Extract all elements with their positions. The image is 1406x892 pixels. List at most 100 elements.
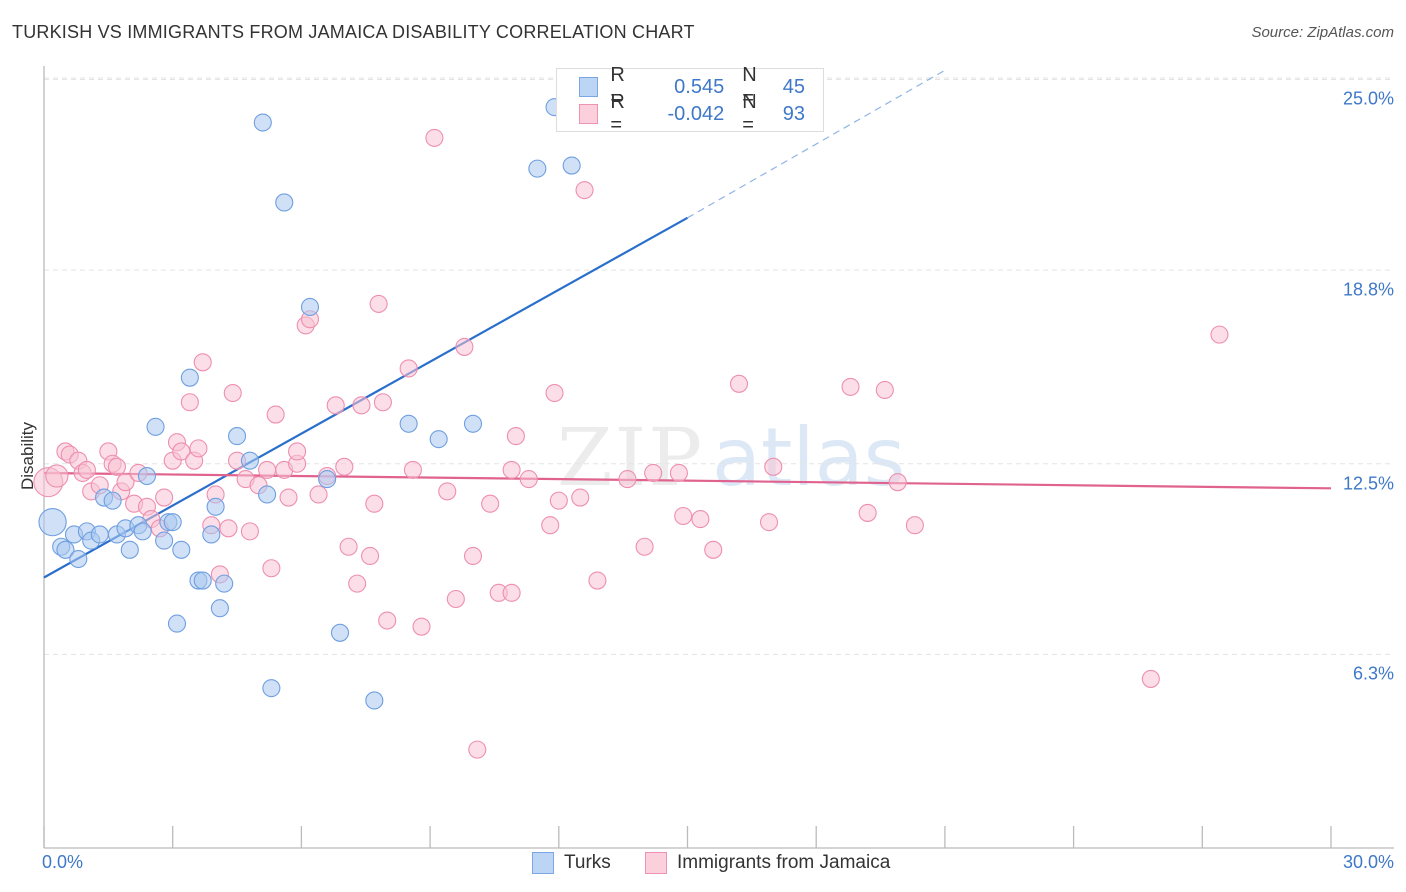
turks-legend-label: Turks	[564, 852, 611, 873]
turks-point	[399, 414, 418, 433]
turks-point	[562, 156, 581, 175]
jamaica-legend-label: Immigrants from Jamaica	[677, 852, 891, 873]
turks-point	[103, 491, 122, 510]
jamaica-point	[155, 488, 174, 507]
n-label: N =	[742, 64, 757, 109]
turks-point	[180, 368, 199, 387]
jamaica-point	[575, 181, 594, 200]
jamaica-point	[258, 460, 277, 479]
jamaica-point	[365, 494, 384, 513]
turks-point	[38, 507, 67, 537]
jamaica-point	[463, 546, 483, 566]
jamaica-point	[588, 571, 607, 590]
turks-point	[365, 691, 384, 710]
jamaica-point	[45, 464, 69, 488]
y-tick-label: 25.0%	[1342, 88, 1394, 109]
jamaica-point	[107, 457, 126, 476]
jamaica-point	[369, 294, 388, 313]
turks-point	[172, 540, 191, 559]
turks-point	[133, 522, 152, 541]
turks-point	[463, 414, 483, 433]
jamaica-point	[219, 519, 238, 538]
legend-item-jamaica[interactable]: Immigrants from Jamaica	[645, 852, 890, 874]
jamaica-point	[223, 383, 242, 403]
jamaica-point	[905, 516, 924, 535]
turks-point	[146, 417, 165, 436]
legend-item-turks[interactable]: Turks	[532, 852, 611, 874]
jamaica-point	[764, 457, 783, 476]
jamaica-point	[378, 611, 397, 630]
turks-point	[90, 525, 109, 544]
jamaica-point	[309, 485, 328, 504]
jamaica-point	[399, 359, 418, 378]
jamaica-point	[339, 537, 358, 556]
jamaica-point	[352, 396, 371, 415]
turks-point	[300, 297, 320, 317]
turks-point	[318, 470, 337, 489]
jamaica-point	[618, 470, 637, 489]
jamaica-point	[279, 488, 298, 507]
jamaica-point	[172, 442, 191, 461]
jamaica-point	[326, 396, 345, 415]
y-tick-label: 12.5%	[1342, 473, 1394, 494]
turks-point	[330, 623, 350, 642]
turks-point	[163, 513, 182, 532]
turks-swatch	[532, 852, 554, 874]
jamaica-point	[335, 457, 354, 476]
n-value: 45	[782, 75, 806, 98]
jamaica-point	[189, 439, 208, 458]
jamaica-point	[240, 522, 259, 541]
jamaica-trend-line	[43, 471, 1332, 490]
turks-point	[167, 614, 187, 633]
jamaica-point	[481, 494, 500, 513]
jamaica-point	[541, 516, 560, 535]
r-label: R =	[610, 64, 625, 109]
jamaica-point	[468, 740, 487, 759]
jamaica-point	[425, 128, 444, 147]
jamaica-point	[403, 460, 422, 479]
turks-point	[528, 159, 547, 178]
jamaica-point	[373, 393, 392, 412]
turks-point	[258, 485, 277, 504]
r-value: 0.545	[674, 75, 725, 98]
jamaica-point	[262, 559, 281, 578]
jamaica-point	[348, 574, 367, 593]
turks-point	[228, 427, 247, 446]
watermark-zip: ZIP	[557, 411, 704, 504]
correlation-legend: R = 0.545 N = 45 R = -0.042 N = 93	[556, 64, 824, 136]
jamaica-point	[545, 383, 564, 403]
jamaica-points	[33, 128, 1229, 759]
jamaica-point	[549, 491, 568, 510]
r-label: R =	[610, 91, 625, 136]
turks-point	[56, 540, 75, 559]
jamaica-point	[841, 377, 860, 396]
legend-row-turks: R = 0.545 N = 45	[579, 64, 823, 109]
jamaica-point	[519, 470, 538, 489]
jamaica-point	[360, 546, 380, 566]
jamaica-point	[1210, 325, 1229, 344]
y-tick-label: 18.8%	[1342, 279, 1394, 300]
jamaica-point	[266, 405, 285, 424]
jamaica-point	[759, 513, 779, 532]
turks-point	[202, 525, 221, 544]
turks-trend-extension	[687, 69, 946, 219]
source-label: Source: ZipAtlas.com	[1251, 24, 1394, 41]
jamaica-swatch	[645, 852, 667, 874]
jamaica-point	[691, 510, 710, 529]
turks-point	[155, 531, 174, 550]
jamaica-point	[446, 589, 465, 609]
turks-point	[240, 451, 259, 470]
watermark-atlas: atlas	[712, 411, 905, 504]
x-tick-label: 0.0%	[42, 852, 84, 872]
turks-point	[193, 571, 212, 590]
jamaica-point	[116, 473, 135, 492]
jamaica-swatch	[579, 104, 599, 124]
turks-point	[210, 599, 229, 618]
n-label: N =	[742, 91, 757, 136]
x-tick-label: 30.0%	[1342, 852, 1394, 872]
jamaica-point	[288, 442, 307, 461]
turks-point	[429, 430, 448, 449]
turks-point	[69, 549, 88, 569]
jamaica-point	[506, 427, 525, 446]
